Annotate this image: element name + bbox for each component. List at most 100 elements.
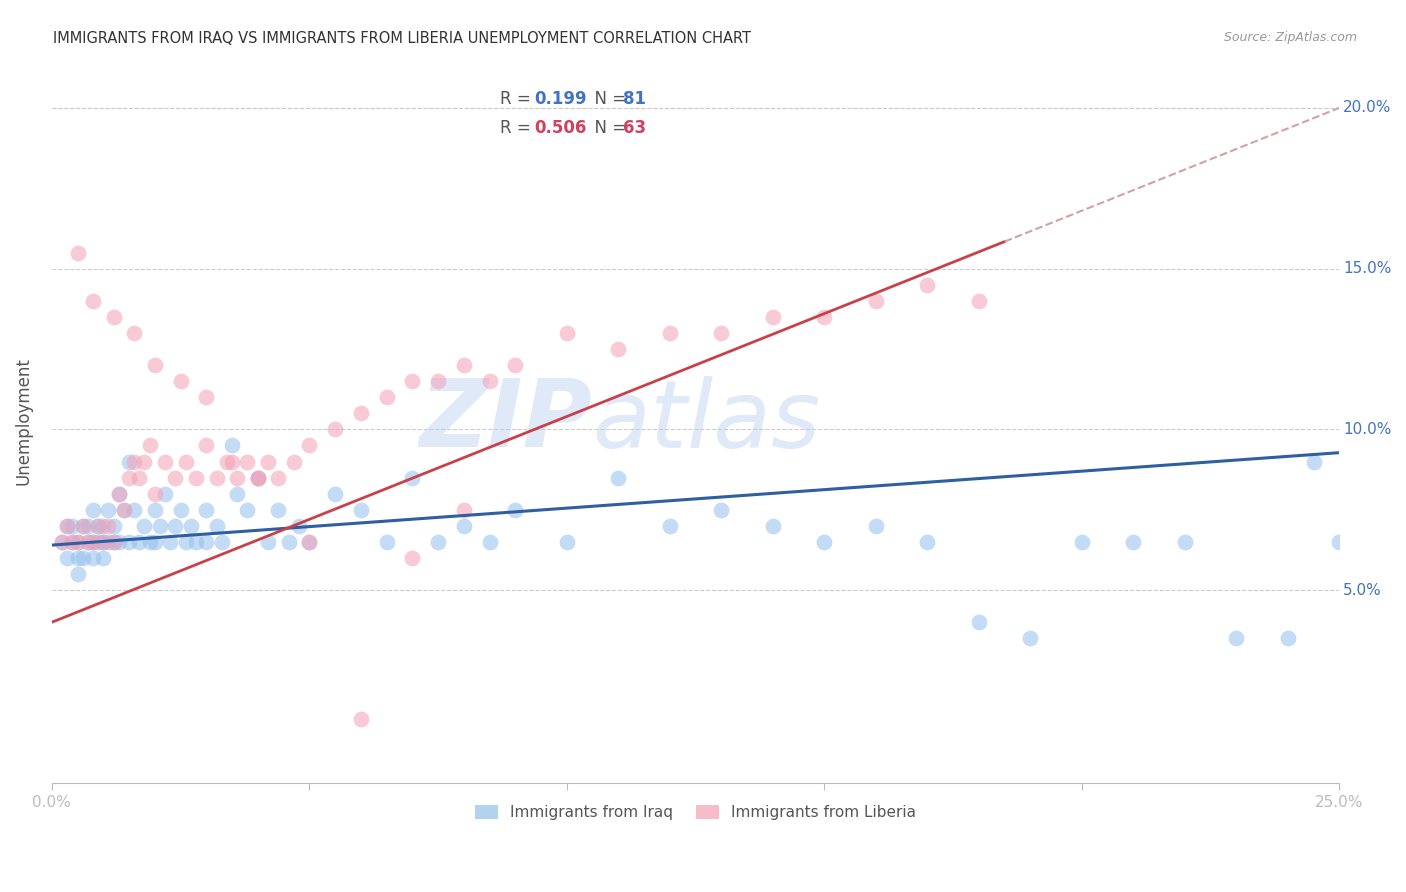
Point xyxy=(288,518,311,533)
Point xyxy=(143,358,166,372)
Point xyxy=(762,518,785,533)
Point xyxy=(134,518,156,533)
Point xyxy=(66,245,89,260)
Point xyxy=(427,535,450,549)
Y-axis label: Unemployment: Unemployment xyxy=(15,358,32,485)
Text: 63: 63 xyxy=(623,119,647,136)
Text: 5.0%: 5.0% xyxy=(1343,582,1382,598)
Point xyxy=(226,470,249,484)
Text: 15.0%: 15.0% xyxy=(1343,261,1392,277)
Text: N =: N = xyxy=(583,119,631,136)
Point xyxy=(375,390,398,404)
Point xyxy=(60,518,83,533)
Point xyxy=(56,551,79,566)
Point xyxy=(865,518,887,533)
Point xyxy=(174,454,197,468)
Point xyxy=(72,518,94,533)
Point xyxy=(51,535,73,549)
Point xyxy=(66,535,89,549)
Text: 20.0%: 20.0% xyxy=(1343,100,1392,115)
Point xyxy=(221,438,243,452)
Point xyxy=(236,502,259,516)
Point xyxy=(195,535,218,549)
Point xyxy=(87,518,110,533)
Point xyxy=(66,535,89,549)
Point xyxy=(138,535,160,549)
Point xyxy=(427,374,450,388)
Point xyxy=(1174,535,1197,549)
Point xyxy=(60,535,83,549)
Point xyxy=(267,470,290,484)
Point xyxy=(97,518,120,533)
Point xyxy=(246,470,269,484)
Point xyxy=(277,535,299,549)
Point xyxy=(66,567,89,582)
Point xyxy=(211,535,233,549)
Point xyxy=(215,454,238,468)
Point xyxy=(865,293,887,308)
Point xyxy=(607,342,630,356)
Point xyxy=(97,535,120,549)
Point xyxy=(503,502,526,516)
Point xyxy=(658,326,681,340)
Point xyxy=(153,486,176,500)
Text: 0.506: 0.506 xyxy=(534,119,586,136)
Point xyxy=(87,518,110,533)
Point xyxy=(323,422,346,436)
Point xyxy=(165,518,187,533)
Point xyxy=(184,535,207,549)
Point xyxy=(118,454,141,468)
Point xyxy=(128,470,150,484)
Point xyxy=(205,518,228,533)
Point xyxy=(350,712,373,726)
Text: N =: N = xyxy=(583,90,631,108)
Text: R =: R = xyxy=(501,90,536,108)
Point xyxy=(1019,632,1042,646)
Point xyxy=(205,470,228,484)
Point xyxy=(51,535,73,549)
Text: IMMIGRANTS FROM IRAQ VS IMMIGRANTS FROM LIBERIA UNEMPLOYMENT CORRELATION CHART: IMMIGRANTS FROM IRAQ VS IMMIGRANTS FROM … xyxy=(53,31,751,46)
Point xyxy=(56,518,79,533)
Point xyxy=(82,535,104,549)
Point xyxy=(169,502,191,516)
Point xyxy=(1070,535,1092,549)
Point xyxy=(91,518,114,533)
Point xyxy=(76,535,98,549)
Point xyxy=(195,438,218,452)
Point xyxy=(555,535,578,549)
Point xyxy=(184,470,207,484)
Point xyxy=(710,502,733,516)
Point xyxy=(87,535,110,549)
Point xyxy=(128,535,150,549)
Point xyxy=(1329,535,1351,549)
Legend: Immigrants from Iraq, Immigrants from Liberia: Immigrants from Iraq, Immigrants from Li… xyxy=(468,798,922,826)
Point xyxy=(658,518,681,533)
Point xyxy=(350,406,373,420)
Point xyxy=(122,326,145,340)
Point xyxy=(72,551,94,566)
Point xyxy=(236,454,259,468)
Text: 10.0%: 10.0% xyxy=(1343,422,1392,437)
Point xyxy=(1122,535,1144,549)
Text: 81: 81 xyxy=(623,90,647,108)
Point xyxy=(195,502,218,516)
Point xyxy=(76,518,98,533)
Point xyxy=(607,470,630,484)
Point xyxy=(143,535,166,549)
Point xyxy=(710,326,733,340)
Point xyxy=(76,535,98,549)
Point xyxy=(375,535,398,549)
Point xyxy=(350,502,373,516)
Point xyxy=(143,486,166,500)
Point xyxy=(1225,632,1247,646)
Text: atlas: atlas xyxy=(592,376,821,467)
Point xyxy=(91,551,114,566)
Point xyxy=(1277,632,1299,646)
Point xyxy=(917,535,939,549)
Point xyxy=(149,518,172,533)
Point xyxy=(401,374,423,388)
Text: 0.199: 0.199 xyxy=(534,90,588,108)
Point xyxy=(323,486,346,500)
Point xyxy=(169,374,191,388)
Point xyxy=(56,518,79,533)
